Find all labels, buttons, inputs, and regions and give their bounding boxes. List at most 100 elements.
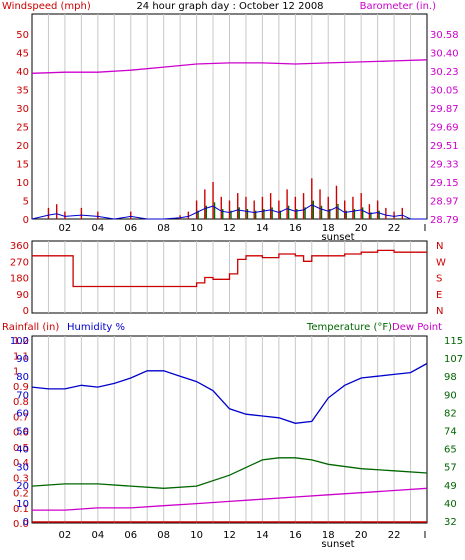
windspeed-tick-7: 15 [16,160,29,171]
wind-average-line [31,204,427,220]
rainfall-tick-8: 0.4 [13,458,29,469]
rainfall-tick-4: 0.8 [13,397,29,408]
temperature-tick-2: 98 [444,372,457,383]
barometer-tick-7: 29.33 [430,160,459,171]
humidity-panel-x-tick-14: 14 [256,530,269,541]
rainfall-tick-12: 0.0 [13,519,29,530]
humidity-panel-x-tick-16: 16 [289,530,302,541]
temperature-axis-label: Temperature (°F) [306,322,392,333]
wind-panel-x-tick-04: 04 [91,223,104,234]
chart-title: 24 hour graph day : October 12 2008 [136,1,323,12]
wind-panel-x-tick-02: 02 [59,223,72,234]
rainfall-tick-3: 0.9 [13,382,29,393]
humidity-tick-10: 0 [23,517,29,528]
barometer-tick-3: 30.05 [430,86,459,97]
wind-panel-x-tick-16: 16 [289,223,302,234]
barometer-tick-0: 30.58 [430,30,459,41]
windspeed-tick-2: 40 [16,67,29,78]
barometer-axis-label: Barometer (in.) [360,1,436,12]
rainfall-axis-label: Rainfall (in) [2,322,59,333]
temperature-tick-3: 90 [444,390,457,401]
humidity-panel-x-tick-end: I [424,530,427,541]
windspeed-tick-9: 5 [23,197,29,208]
humidity-tick-4: 60 [16,408,29,419]
windspeed-tick-6: 20 [16,141,29,152]
temperature-tick-7: 57 [444,463,457,474]
direction-compass-tick-1: W [436,257,446,268]
rainfall-tick-11: 0.1 [13,504,29,515]
direction-tick-2: 180 [10,274,29,285]
windspeed-tick-10: 0 [23,215,29,226]
temperature-line [31,457,428,489]
windspeed-tick-5: 25 [16,123,29,134]
wind-panel-x-tick-end: I [424,223,427,234]
wind-panel-x-tick-18: 18 [322,223,335,234]
barometer-tick-2: 30.23 [430,67,459,78]
barometer-tick-5: 29.69 [430,123,459,134]
rainfall-tick-6: 0.6 [13,428,29,439]
wind-direction-line [32,249,427,288]
rainfall-tick-0: 1.2 [13,336,29,347]
direction-compass-tick-3: E [436,290,442,301]
rainfall-tick-10: 0.2 [13,489,29,500]
rainfall-tick-2: 1 [13,367,19,378]
barometer-tick-1: 30.40 [430,49,459,60]
dewpoint-line [32,487,428,511]
direction-compass-tick-2: S [436,274,442,285]
wind-panel-x-tick-22: 22 [388,223,401,234]
humidity-tick-9: 10 [16,499,29,510]
barometer-tick-9: 28.97 [430,197,459,208]
windspeed-axis-label: Windspeed (mph) [2,1,91,12]
sunset-marker-top: sunset [321,232,354,243]
humidity-panel-x-tick-20: 20 [355,530,368,541]
temperature-tick-9: 40 [444,499,457,510]
barometer-line [31,59,428,74]
temperature-tick-0: 115 [444,336,463,347]
temperature-tick-8: 49 [444,481,457,492]
humidity-tick-2: 80 [16,372,29,383]
humidity-tick-1: 90 [16,354,29,365]
humidity-axis-label: Humidity % [67,322,125,333]
barometer-tick-6: 29.51 [430,141,459,152]
barometer-tick-10: 28.79 [430,215,459,226]
direction-tick-1: 270 [10,257,29,268]
windspeed-tick-0: 50 [16,30,29,41]
temperature-tick-5: 74 [444,427,457,438]
temperature-tick-10: 32 [444,517,457,528]
humidity-tick-7: 30 [16,463,29,474]
rainfall-tick-5: 0.7 [13,412,29,423]
rainfall-tick-1: 1.1 [13,351,29,362]
temperature-tick-6: 65 [444,445,457,456]
humidity-panel-x-tick-22: 22 [388,530,401,541]
humidity-panel-x-tick-12: 12 [223,530,236,541]
windspeed-tick-8: 10 [16,178,29,189]
wind-panel-x-tick-20: 20 [355,223,368,234]
direction-tick-3: 90 [16,290,29,301]
humidity-panel-x-tick-04: 04 [91,530,104,541]
sunset-marker-bottom: sunset [321,539,354,550]
barometer-tick-8: 29.15 [430,178,459,189]
barometer-tick-4: 29.87 [430,104,459,115]
humidity-panel-x-tick-08: 08 [157,530,170,541]
humidity-tick-5: 50 [16,427,29,438]
temperature-tick-4: 82 [444,408,457,419]
humidity-panel-x-tick-06: 06 [124,530,137,541]
direction-tick-4: 0 [23,306,29,317]
wind-panel-x-tick-06: 06 [124,223,137,234]
wind-panel-x-tick-10: 10 [190,223,203,234]
humidity-tick-6: 40 [16,445,29,456]
rainfall-tick-9: 0.3 [13,473,29,484]
humidity-panel-x-tick-18: 18 [322,530,335,541]
humidity-panel-x-tick-02: 02 [59,530,72,541]
rainfall-tick-7: 0.5 [13,443,29,454]
humidity-line [31,362,428,424]
wind-panel-x-tick-14: 14 [256,223,269,234]
direction-tick-0: 360 [10,241,29,252]
humidity-tick-3: 70 [16,390,29,401]
humidity-tick-8: 20 [16,481,29,492]
direction-compass-tick-4: N [436,306,443,317]
wind-panel-x-tick-08: 08 [157,223,170,234]
direction-compass-tick-0: N [436,241,443,252]
